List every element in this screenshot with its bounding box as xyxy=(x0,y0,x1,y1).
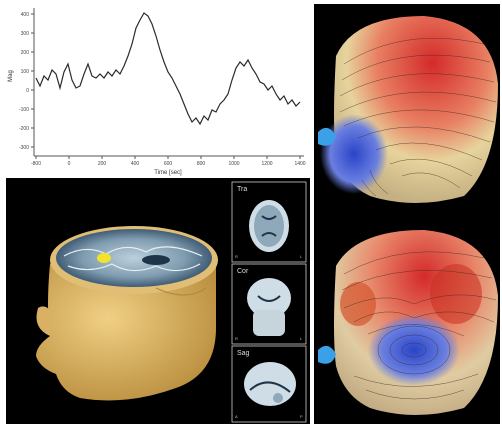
negative-field xyxy=(320,114,388,194)
sagittal-brain xyxy=(244,362,296,406)
nose-upper xyxy=(318,127,336,146)
svg-text:A: A xyxy=(235,414,238,419)
coronal-brain xyxy=(247,278,291,318)
isocontour-lines-upper xyxy=(339,37,497,197)
y-axis-label: Mag xyxy=(8,70,14,82)
view-label: Tra xyxy=(237,186,247,193)
y-tick-label: 300 xyxy=(21,31,30,37)
nose xyxy=(36,306,50,336)
waveform-trace xyxy=(35,12,301,126)
topography-svg xyxy=(318,16,498,415)
x-tick-label: 1200 xyxy=(261,161,272,167)
x-ticks: -800 0 200 400 600 800 1000 1200 1400 xyxy=(31,156,306,167)
y-tick-label: -200 xyxy=(19,126,29,132)
y-ticks: 400 300 200 100 0 -100 -200 -300 xyxy=(19,12,34,151)
coronal-view[interactable]: Cor R L xyxy=(231,263,307,345)
mri-svg: Tra R L Cor R L Sag A P xyxy=(36,181,307,423)
isocontour-lines-lower xyxy=(341,251,497,400)
transverse-view[interactable]: Tra R L xyxy=(231,181,307,263)
y-tick-label: 100 xyxy=(21,69,30,75)
mri-panel: Tra R L Cor R L Sag A P xyxy=(6,178,310,424)
view-label: Sag xyxy=(237,350,250,357)
svg-text:L: L xyxy=(300,254,303,259)
x-tick-label: 0 xyxy=(68,161,71,167)
brain-folds xyxy=(63,246,203,257)
x-tick-label: 200 xyxy=(98,161,107,167)
svg-text:P: P xyxy=(300,414,303,419)
y-tick-label: 400 xyxy=(21,12,30,18)
ventricle xyxy=(142,255,170,265)
sagittal-view[interactable]: Sag A P xyxy=(231,345,307,423)
x-tick-label: 1000 xyxy=(228,161,239,167)
activation-spot xyxy=(97,253,111,263)
negative-field xyxy=(368,314,460,386)
x-tick-label: 1400 xyxy=(294,161,305,167)
view-label: Cor xyxy=(237,268,249,275)
ear xyxy=(155,287,207,296)
svg-text:R: R xyxy=(235,254,238,259)
svg-text:R: R xyxy=(235,336,238,341)
topography-panel xyxy=(314,4,500,424)
y-tick-label: 0 xyxy=(26,88,29,94)
topomap-head-lower xyxy=(318,230,498,415)
nose-lower xyxy=(318,345,336,364)
waveform-plot: 400 300 200 100 0 -100 -200 -300 -800 0 … xyxy=(6,4,310,176)
x-tick-label: 400 xyxy=(131,161,140,167)
waveform-svg: 400 300 200 100 0 -100 -200 -300 -800 0 … xyxy=(8,8,306,176)
head-skin xyxy=(36,264,216,401)
y-tick-label: -300 xyxy=(19,145,29,151)
x-tick-label: 600 xyxy=(164,161,173,167)
brain-slice xyxy=(56,229,212,287)
svg-text:L: L xyxy=(300,336,303,341)
x-tick-label: 800 xyxy=(197,161,206,167)
x-axis-label: Time [sec] xyxy=(154,170,182,176)
head-3d-model xyxy=(36,226,218,401)
x-tick-label: -800 xyxy=(31,161,41,167)
y-tick-label: 200 xyxy=(21,50,30,56)
topomap-head-upper xyxy=(318,16,498,203)
y-tick-label: -100 xyxy=(19,107,29,113)
